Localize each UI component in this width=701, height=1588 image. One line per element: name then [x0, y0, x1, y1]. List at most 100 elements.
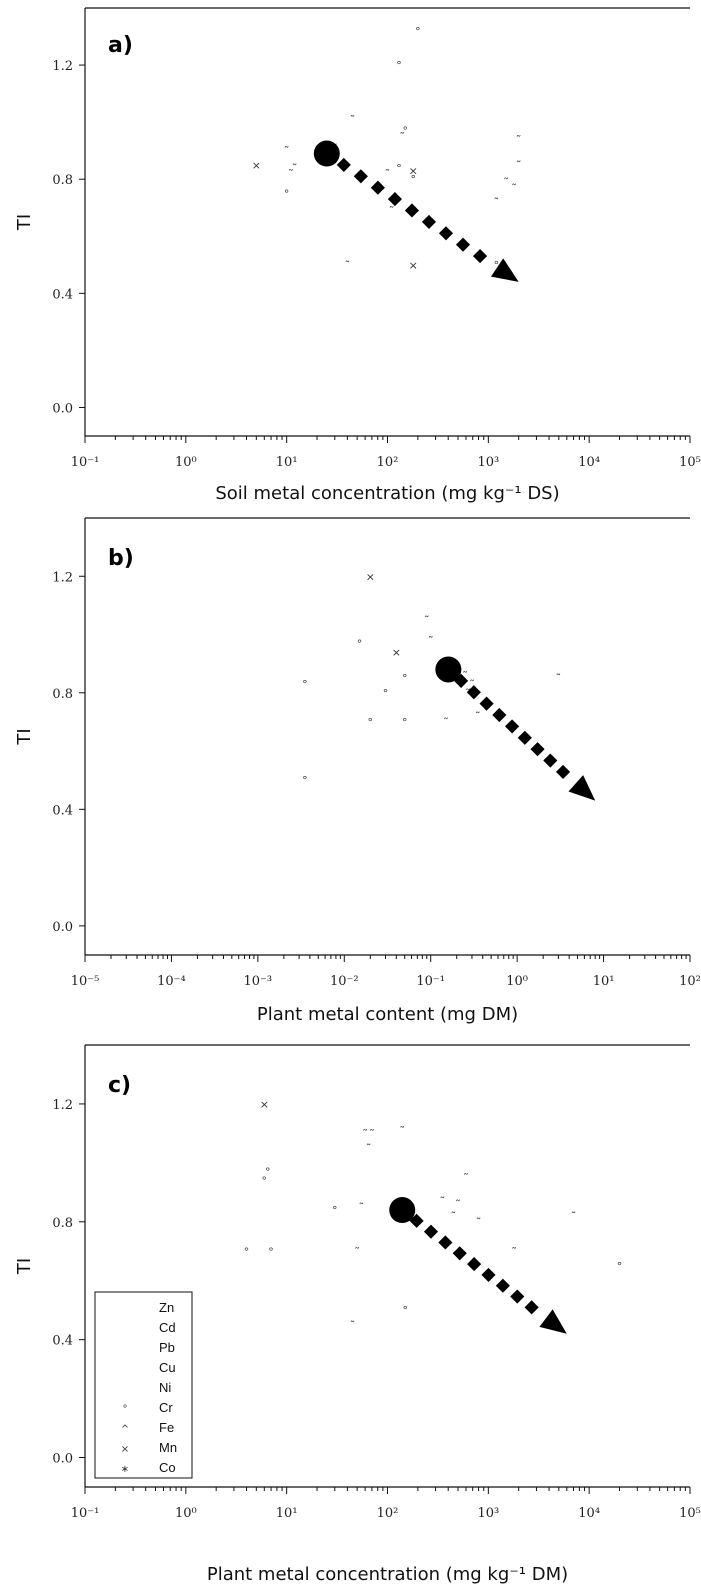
arrow-diamond: [370, 180, 385, 195]
data-point: ˜: [476, 1216, 482, 1229]
y-tick-label: 0.0: [52, 920, 73, 935]
data-point: ˜: [399, 1124, 405, 1137]
arrow-diamond: [530, 742, 545, 757]
x-axis-title: Plant metal content (mg DM): [257, 1004, 518, 1025]
arrow-diamond: [495, 1278, 510, 1293]
data-point: °: [617, 1260, 623, 1273]
legend-label: Co: [159, 1460, 176, 1475]
data-point: °: [332, 1204, 338, 1217]
x-tick-label: 10⁻¹: [71, 1506, 100, 1521]
data-point: ×: [260, 1098, 269, 1111]
x-tick-label: 10¹: [276, 1506, 298, 1521]
arrow-diamond: [479, 696, 494, 711]
legend-label: Fe: [159, 1420, 174, 1435]
x-tick-label: 10⁴: [578, 455, 600, 470]
data-point: ×: [409, 259, 418, 272]
legend-symbol: ×: [121, 1444, 129, 1455]
y-axis-title: TI: [14, 728, 35, 745]
data-point: ˜: [350, 1319, 356, 1332]
legend-label: Mn: [159, 1440, 177, 1455]
legend: Zn Cd Pb Cu Ni ° Cr ^ Fe × Mn ∗ Co: [94, 1291, 193, 1479]
x-axis-title: Soil metal concentration (mg kg⁻¹ DS): [215, 483, 559, 504]
data-point: ×: [409, 165, 418, 178]
arrow-diamond: [466, 685, 481, 700]
arrow-diamond: [452, 1246, 467, 1261]
y-tick-label: 1.2: [52, 59, 73, 74]
y-tick-label: 0.8: [52, 173, 73, 188]
legend-symbol: °: [123, 1404, 128, 1415]
data-point: ˜: [516, 159, 522, 172]
data-point: ˜: [359, 1201, 365, 1214]
x-tick-label: 10³: [477, 1506, 499, 1521]
x-axis-title: Plant metal concentration (mg kg⁻¹ DM): [207, 1564, 568, 1585]
x-tick-label: 10⁰: [506, 974, 528, 989]
x-tick-label: 10⁻¹: [71, 455, 100, 470]
legend-box: [94, 1291, 193, 1479]
chart-panel-3: 0.0 0.4 0.8 1.2 10⁻¹ 10⁰ 10¹ 10² 10³ 10⁴ 10⁵ Plant …: [14, 1044, 701, 1585]
data-point: ˜: [369, 1127, 375, 1140]
arrow-diamond: [438, 226, 454, 241]
arrow-diamond: [455, 237, 471, 252]
data-point: °: [403, 125, 409, 138]
arrow-diamond: [517, 730, 532, 745]
legend-symbol: ∗: [121, 1464, 129, 1475]
x-tick-label: 10²: [377, 1506, 399, 1521]
legend-label: Ni: [159, 1380, 171, 1395]
data-point: ˜: [511, 1245, 517, 1258]
data-point: ˜: [455, 1198, 461, 1211]
x-tick-label: 10²: [679, 974, 701, 989]
x-tick-label: 10⁰: [175, 1506, 197, 1521]
legend-label: Pb: [159, 1340, 175, 1355]
data-point: ˜: [440, 1195, 446, 1208]
data-point: °: [268, 1245, 274, 1258]
data-point: °: [402, 672, 408, 685]
data-point: ×: [366, 570, 375, 583]
data-point: °: [410, 173, 416, 186]
data-point: ˜: [284, 145, 290, 158]
x-tick-label: 10⁵: [679, 455, 701, 470]
panel-label: c): [108, 1073, 131, 1098]
panel-label: a): [108, 33, 133, 58]
x-tick-label: 10³: [477, 455, 499, 470]
data-point: ˜: [443, 716, 449, 729]
data-point: ×: [392, 646, 401, 659]
data-point: ˜: [556, 672, 562, 685]
data-point: ˜: [516, 133, 522, 146]
x-tick-label: 10⁻²: [330, 974, 359, 989]
legend-label: Cd: [159, 1320, 176, 1335]
arrow-head: [490, 258, 519, 282]
data-point: ˜: [462, 669, 468, 682]
data-point: ˜: [571, 1210, 577, 1223]
y-tick-label: 1.2: [52, 1098, 73, 1113]
data-point: °: [262, 1175, 268, 1188]
data-point: ˜: [511, 182, 517, 195]
x-tick-label: 10⁴: [578, 1506, 600, 1521]
data-point: °: [302, 678, 308, 691]
centroid-dot: [435, 656, 462, 683]
data-point: ˜: [350, 113, 356, 126]
arrow-diamond: [421, 214, 437, 229]
arrow-diamond: [505, 719, 520, 734]
y-tick-label: 0.8: [52, 1216, 73, 1231]
x-tick-label: 10⁰: [175, 455, 197, 470]
y-tick-label: 0.4: [52, 1334, 73, 1349]
data-point: ˜: [389, 205, 395, 218]
data-point: °: [265, 1166, 271, 1179]
data-point: ˜: [451, 1210, 457, 1223]
x-tick-label: 10¹: [276, 455, 298, 470]
legend-symbol: ^: [121, 1424, 129, 1435]
data-point: °: [302, 774, 308, 787]
arrow-diamond: [492, 707, 507, 723]
chart-panel-1: 0.0 0.4 0.8 1.2 10⁻¹ 10⁰ 10¹ 10² 10³ 10⁴ 10⁵ Soil m…: [14, 7, 701, 504]
data-point: °: [396, 59, 402, 72]
y-tick-label: 0.4: [52, 803, 73, 818]
panel-label: b): [108, 546, 134, 571]
data-point: °: [383, 687, 389, 700]
data-point: °: [415, 25, 421, 38]
data-point: ˜: [288, 167, 294, 180]
arrow-diamond: [353, 169, 368, 184]
x-tick-label: 10²: [377, 455, 399, 470]
legend-label: Cu: [159, 1360, 176, 1375]
arrow-head: [539, 1309, 567, 1334]
